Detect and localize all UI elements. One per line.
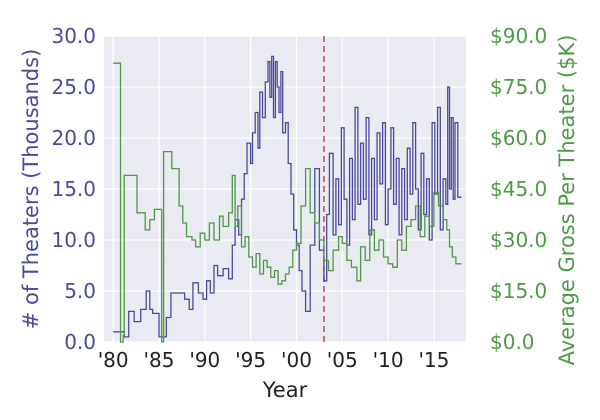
series-layer [113,55,462,343]
right-y-tick-label: $30.0 [490,228,547,252]
left-y-tick-label: 15.0 [51,177,96,201]
left-axis-label: # of Theaters (Thousands) [19,49,43,330]
gross-series-line [113,62,462,343]
x-tick-label: '10 [373,348,404,372]
x-tick-label: '95 [235,348,266,372]
x-tick-label: '90 [189,348,220,372]
right-y-tick-label: $0.0 [490,330,535,354]
left-y-tick-label: 5.0 [64,279,96,303]
left-y-tick-label: 0.0 [64,330,96,354]
x-tick-label: '05 [327,348,358,372]
right-y-tick-label: $90.0 [490,24,547,48]
x-tick-label: '15 [418,348,449,372]
left-y-tick-label: 25.0 [51,75,96,99]
left-y-tick-label: 20.0 [51,126,96,150]
theaters-series-line [113,55,462,338]
x-tick-label: '80 [98,348,129,372]
right-y-tick-label: $45.0 [490,177,547,201]
left-y-tick-label: 30.0 [51,24,96,48]
left-axis-ticks: 0.0 5.0 10.0 15.0 20.0 25.0 30.0 [51,24,96,354]
right-axis-label: Average Gross Per Theater ($K) [555,35,579,366]
right-y-tick-label: $60.0 [490,126,547,150]
x-tick-label: '85 [144,348,175,372]
left-y-tick-label: 10.0 [51,228,96,252]
x-axis-ticks: '80 '85 '90 '95 '00 '05 '10 '15 [98,348,450,372]
grid-lines [104,35,466,343]
right-y-tick-label: $15.0 [490,279,547,303]
right-y-tick-label: $75.0 [490,75,547,99]
x-tick-label: '00 [281,348,312,372]
right-axis-ticks: $0.0 $15.0 $30.0 $45.0 $60.0 $75.0 $90.0 [490,24,547,354]
x-axis-label: Year [262,378,308,402]
